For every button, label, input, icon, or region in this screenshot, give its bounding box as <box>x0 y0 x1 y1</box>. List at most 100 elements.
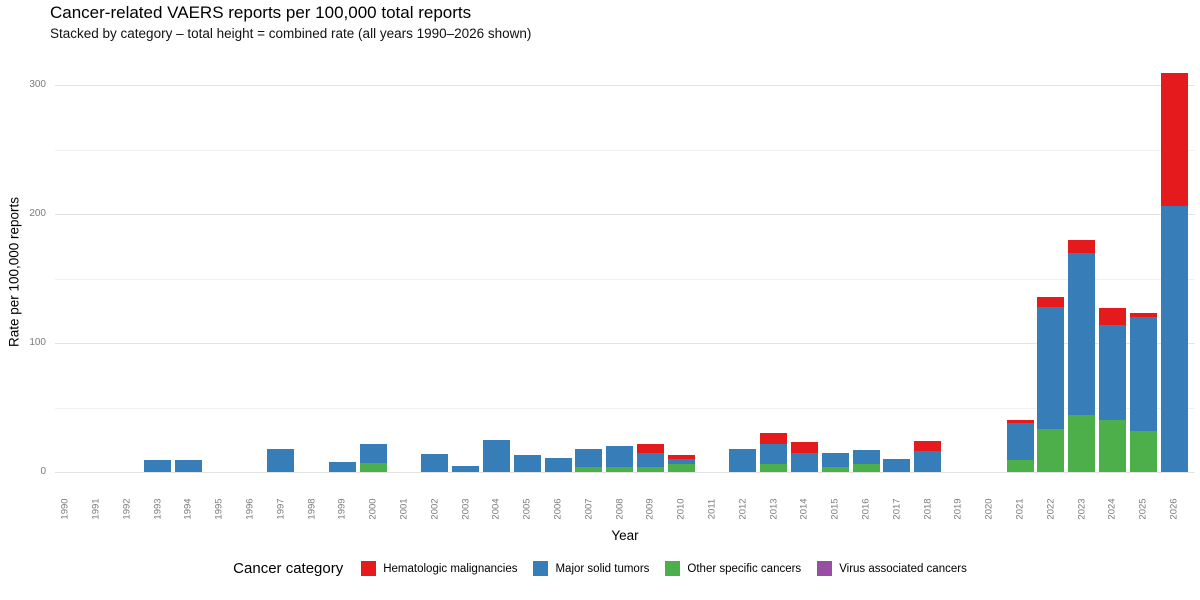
y-axis-title: Rate per 100,000 reports <box>6 196 22 348</box>
bar-segment-2000 <box>359 462 387 472</box>
legend-item: Virus associated cancers <box>817 561 967 576</box>
gridline-major <box>55 214 1195 215</box>
bar-segment-2006 <box>544 457 572 472</box>
bar-segment-2018 <box>914 451 942 472</box>
x-tick-label: 2026 <box>1168 498 1180 520</box>
legend-label: Virus associated cancers <box>839 562 967 575</box>
bar-segment-2009 <box>636 466 664 472</box>
bar-segment-2023 <box>1068 252 1096 416</box>
bar-segment-2002 <box>421 453 449 472</box>
x-tick-label: 1991 <box>90 498 102 520</box>
bar-segment-2010 <box>667 464 695 472</box>
gridline-major <box>55 85 1195 86</box>
bar-segment-2012 <box>729 448 757 472</box>
bar-segment-2021 <box>1006 460 1034 472</box>
x-tick-label: 2012 <box>737 498 749 520</box>
x-tick-label: 2005 <box>521 498 533 520</box>
bar-segment-2015 <box>821 466 849 472</box>
bar-segment-2018 <box>914 441 942 452</box>
bar-segment-2021 <box>1006 420 1034 423</box>
bar-segment-1999 <box>328 461 356 472</box>
bar-segment-2025 <box>1129 430 1157 472</box>
x-tick-label: 2007 <box>583 498 595 520</box>
bar-segment-2010 <box>667 455 695 460</box>
legend-label: Other specific cancers <box>687 562 802 575</box>
bar-segment-2004 <box>482 439 510 472</box>
legend-swatch-icon <box>533 561 549 576</box>
bar-segment-2005 <box>513 455 541 472</box>
bar-segment-2022 <box>1037 429 1065 472</box>
bar-segment-2024 <box>1098 324 1126 421</box>
gridline-minor <box>55 278 1195 280</box>
x-tick-label: 2001 <box>398 498 410 520</box>
bar-segment-2024 <box>1098 420 1126 472</box>
x-tick-label: 2019 <box>952 498 964 520</box>
gridline-minor <box>55 149 1195 151</box>
bar-segment-2023 <box>1068 239 1096 253</box>
legend-item: Other specific cancers <box>665 561 801 576</box>
bar-segment-2025 <box>1129 317 1157 431</box>
bar-segment-2026 <box>1160 73 1188 207</box>
chart-title: Cancer-related VAERS reports per 100,000… <box>50 3 472 22</box>
bar-segment-2015 <box>821 452 849 467</box>
bar-segment-2013 <box>760 433 788 444</box>
bar-segment-1997 <box>267 448 295 472</box>
x-tick-label: 1999 <box>336 498 348 520</box>
bar-segment-2013 <box>760 443 788 465</box>
x-tick-label: 2004 <box>490 498 502 520</box>
chart-subtitle: Stacked by category – total height = com… <box>50 26 532 41</box>
bar-segment-2016 <box>852 464 880 472</box>
y-tick-label: 0 <box>40 466 46 477</box>
bar-segment-2014 <box>790 452 818 472</box>
x-tick-label: 1995 <box>213 498 225 520</box>
x-tick-label: 1992 <box>121 498 133 520</box>
y-tick-label: 300 <box>29 79 46 90</box>
legend: Cancer category Hematologic malignancies… <box>0 560 1200 577</box>
x-tick-label: 1996 <box>244 498 256 520</box>
bar-segment-1994 <box>174 460 202 472</box>
bar-segment-2024 <box>1098 308 1126 325</box>
x-tick-label: 2024 <box>1106 498 1118 520</box>
bar-segment-2009 <box>636 452 664 467</box>
gridline-minor <box>55 407 1195 409</box>
x-tick-label: 2023 <box>1076 498 1088 520</box>
bar-segment-2007 <box>575 448 603 467</box>
legend-swatch-icon <box>361 561 377 576</box>
x-tick-label: 1998 <box>306 498 318 520</box>
x-tick-label: 2011 <box>706 498 718 520</box>
legend-item: Major solid tumors <box>533 561 649 576</box>
bar-segment-2008 <box>606 466 634 472</box>
bar-segment-2010 <box>667 459 695 465</box>
x-tick-label: 2022 <box>1045 498 1057 520</box>
x-tick-label: 2009 <box>644 498 656 520</box>
bar-segment-2023 <box>1068 415 1096 472</box>
bar-segment-2003 <box>452 465 480 472</box>
legend-item: Hematologic malignancies <box>361 561 517 576</box>
x-tick-label: 2003 <box>460 498 472 520</box>
x-tick-label: 2016 <box>860 498 872 520</box>
y-tick-label: 100 <box>29 337 46 348</box>
x-tick-label: 2006 <box>552 498 564 520</box>
x-tick-label: 1993 <box>152 498 164 520</box>
x-tick-label: 2015 <box>829 498 841 520</box>
bar-segment-2000 <box>359 443 387 463</box>
bar-segment-2022 <box>1037 306 1065 430</box>
x-tick-label: 1990 <box>59 498 71 520</box>
x-tick-label: 2020 <box>983 498 995 520</box>
bar-segment-1993 <box>144 460 172 472</box>
bar-segment-2026 <box>1160 206 1188 472</box>
bar-segment-2014 <box>790 442 818 453</box>
bar-segment-2025 <box>1129 313 1157 318</box>
bar-segment-2013 <box>760 464 788 472</box>
legend-label: Major solid tumors <box>555 562 650 575</box>
legend-label: Hematologic malignancies <box>383 562 518 575</box>
x-tick-label: 2021 <box>1014 498 1026 520</box>
bar-segment-2017 <box>883 459 911 472</box>
legend-swatch-icon <box>817 561 833 576</box>
x-tick-label: 2008 <box>614 498 626 520</box>
x-tick-label: 2018 <box>922 498 934 520</box>
bar-segment-2008 <box>606 446 634 467</box>
x-axis-title: Year <box>611 528 639 543</box>
x-tick-label: 2013 <box>768 498 780 520</box>
